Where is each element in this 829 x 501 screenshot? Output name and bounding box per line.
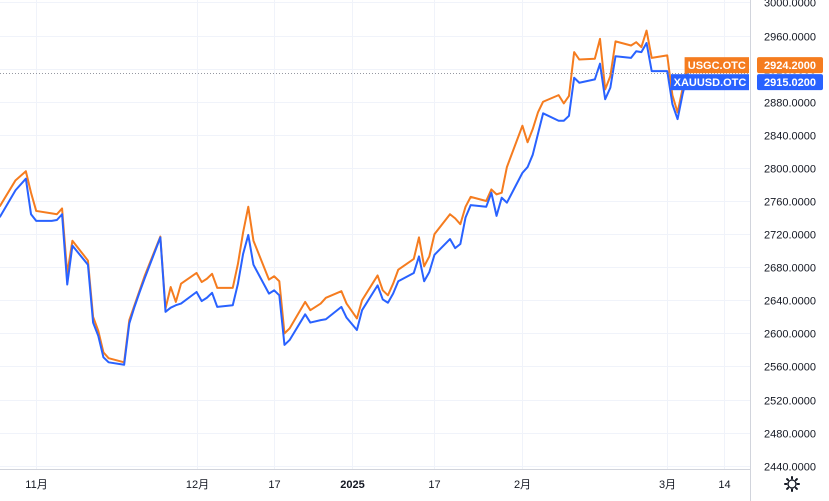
series-name-label: USGC.OTC (688, 60, 746, 72)
y-tick-label: 2600.0000 (764, 329, 816, 341)
x-tick-label: 14 (718, 479, 730, 491)
x-tick-label: 2025 (340, 479, 364, 491)
series-line-xauusd-otc (0, 42, 689, 366)
series-value-box (757, 74, 823, 91)
y-tick-label: 2480.0000 (764, 429, 816, 441)
series-value-label: 2915.0200 (764, 77, 816, 89)
x-tick-label: 12月 (186, 479, 209, 491)
x-axis[interactable]: 11月 12月 17 2025 17 2月 3月 14 (25, 479, 730, 491)
series-name-label: XAUUSD.OTC (674, 77, 747, 89)
y-tick-label: 2720.0000 (764, 230, 816, 242)
series-tags: USGC.OTC 2924.2000 XAUUSD.OTC 2915.0200 (671, 57, 823, 91)
grid (0, 0, 750, 469)
y-tick-label: 2800.0000 (764, 164, 816, 176)
y-tick-label: 2440.0000 (764, 462, 816, 474)
series-tag-usgc-otc: USGC.OTC 2924.2000 (684, 57, 823, 74)
y-tick-label: 2520.0000 (764, 396, 816, 408)
series-name-box (671, 74, 749, 91)
x-tick-label: 3月 (659, 479, 676, 491)
series-lines (0, 29, 689, 366)
y-tick-label: 2840.0000 (764, 131, 816, 143)
y-tick-label: 2680.0000 (764, 263, 816, 275)
x-tick-label: 2月 (514, 479, 531, 491)
series-value-label: 2924.2000 (764, 60, 816, 72)
x-tick-label: 11月 (25, 479, 47, 491)
y-tick-label: 2760.0000 (764, 197, 816, 209)
x-tick-label: 17 (428, 479, 440, 491)
y-tick-label: 2560.0000 (764, 362, 816, 374)
series-name-box (684, 57, 749, 74)
y-tick-label: 3000.0000 (764, 0, 816, 10)
y-tick-label: 2960.0000 (764, 32, 816, 44)
series-tag-xauusd-otc: XAUUSD.OTC 2915.0200 (671, 74, 823, 91)
gear-icon (784, 476, 800, 492)
chart-settings-button[interactable] (784, 476, 800, 492)
series-value-box (757, 57, 823, 74)
y-tick-label: 2880.0000 (764, 98, 816, 110)
y-tick-label: 2640.0000 (764, 296, 816, 308)
x-tick-label: 17 (268, 479, 280, 491)
